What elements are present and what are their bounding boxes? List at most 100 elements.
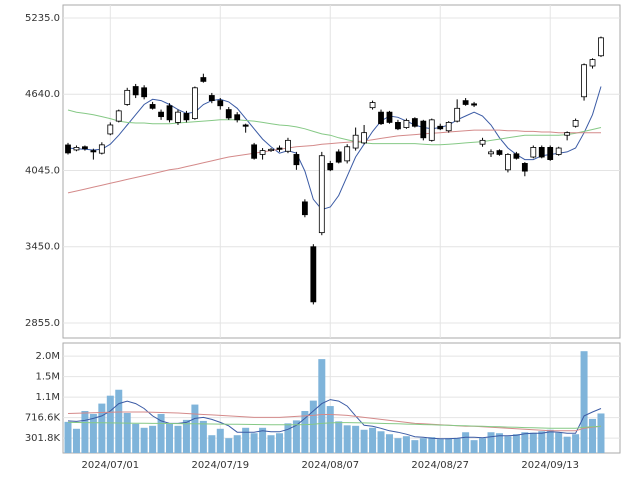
candle-body	[420, 120, 427, 139]
volume-bar	[72, 428, 80, 453]
volume-bar	[149, 425, 157, 453]
volume-bar	[555, 432, 563, 453]
volume-bar	[166, 423, 174, 453]
volume-bar	[419, 438, 427, 453]
candle-body	[454, 107, 461, 122]
y-tick-label: 3450.0	[25, 242, 60, 253]
volume-bar	[123, 412, 131, 453]
volume-bar	[411, 440, 419, 453]
volume-bar	[445, 438, 453, 453]
volume-bar	[529, 432, 537, 453]
volume-bar	[259, 427, 267, 453]
candle-body	[547, 147, 554, 160]
volume-bar	[538, 431, 546, 453]
candle-body	[386, 111, 393, 123]
volume-bar	[242, 427, 250, 453]
candle-body	[251, 144, 258, 159]
volume-bar	[589, 418, 597, 453]
volume-bar	[597, 413, 605, 453]
moving-average-line	[67, 421, 602, 429]
y-tick-label: 4045.0	[25, 165, 60, 176]
candle-body	[65, 144, 71, 154]
moving-average-line	[67, 399, 602, 440]
candle-body	[200, 77, 207, 82]
candle-body	[208, 95, 215, 102]
volume-bar	[563, 436, 571, 453]
volume-bar	[369, 427, 377, 453]
candle-body	[234, 114, 241, 121]
y-tick-label: 5235.0	[25, 13, 60, 24]
y-tick-label: 1.1M	[35, 392, 60, 403]
candle-body	[268, 148, 274, 152]
volume-bar	[546, 429, 554, 453]
volume-bar	[453, 438, 461, 453]
candle-body	[378, 111, 384, 125]
volume-bar	[182, 419, 190, 453]
y-tick-label: 1.5M	[35, 372, 60, 383]
candle-body	[538, 147, 545, 158]
volume-bar	[385, 434, 393, 453]
volume-bar	[335, 421, 343, 453]
candle-body	[564, 132, 571, 136]
volume-bar	[233, 435, 241, 453]
volume-bar	[267, 435, 275, 453]
x-tick-label: 2024/07/01	[81, 460, 139, 471]
volume-bar	[504, 436, 512, 453]
candle-body	[293, 154, 300, 166]
x-tick-label: 2024/08/07	[301, 460, 359, 471]
volume-bar	[479, 438, 487, 453]
volume-bar	[309, 400, 317, 453]
y-tick-label: 716.6K	[25, 413, 61, 424]
candle-body	[572, 120, 579, 127]
candle-body	[166, 105, 173, 121]
volume-bar	[343, 425, 351, 453]
volume-bar	[284, 423, 292, 453]
candle-body	[73, 147, 80, 151]
volume-bar	[115, 389, 123, 453]
candle-body	[395, 122, 401, 130]
volume-bar	[140, 427, 148, 453]
y-tick-label: 2855.0	[25, 318, 60, 329]
candle-body	[437, 125, 444, 130]
candle-body	[589, 59, 596, 67]
candle-body	[555, 147, 562, 155]
volume-bar	[512, 434, 520, 453]
volume-bar	[301, 410, 309, 453]
volume-bar	[394, 438, 402, 453]
candle-body	[318, 155, 325, 234]
volume-bar	[250, 433, 258, 453]
candle-body	[505, 154, 511, 171]
volume-bar	[428, 437, 436, 453]
candle-body	[175, 111, 181, 123]
moving-average-line	[67, 129, 601, 194]
candle-body	[107, 124, 114, 135]
candle-body	[301, 201, 308, 216]
candle-body	[530, 147, 537, 158]
candle-body	[124, 89, 131, 105]
candle-body	[344, 146, 351, 162]
price-panel	[62, 4, 621, 339]
candle-body	[411, 118, 418, 127]
volume-bar	[292, 420, 300, 453]
candle-body	[259, 150, 266, 155]
volume-bar	[106, 395, 114, 453]
volume-bar	[318, 359, 326, 453]
candle-body	[521, 163, 528, 172]
volume-bar	[402, 436, 410, 453]
volume-bar	[360, 429, 368, 453]
volume-bar	[191, 404, 199, 453]
volume-bar	[495, 433, 503, 453]
candle-body	[335, 151, 342, 163]
candle-body	[276, 147, 283, 150]
volume-bar	[470, 440, 478, 453]
candle-body	[149, 104, 156, 109]
x-tick-label: 2024/09/13	[521, 460, 579, 471]
candle-body	[352, 134, 359, 149]
candle-body	[310, 246, 317, 303]
volume-bar	[199, 420, 207, 453]
candle-body	[462, 100, 469, 105]
volume-bar	[572, 434, 580, 453]
volume-bar	[436, 439, 444, 453]
volume-bar	[352, 425, 360, 453]
